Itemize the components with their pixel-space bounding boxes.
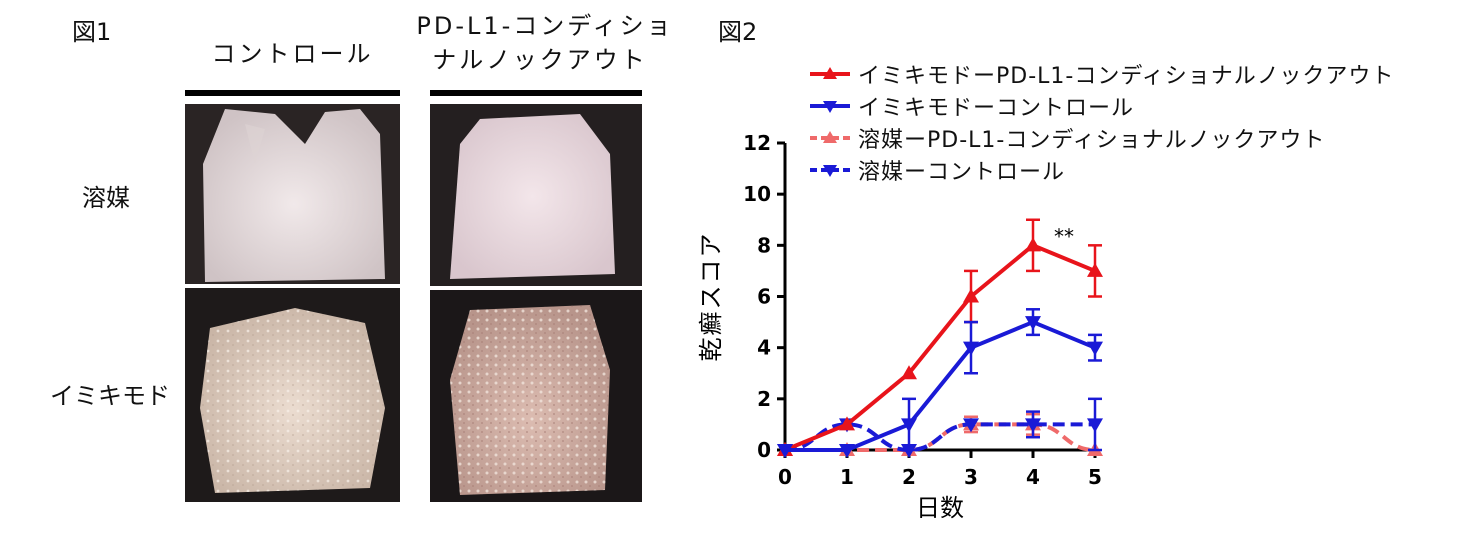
data-point-marker bbox=[1025, 237, 1041, 252]
figure1-label: 図1 bbox=[72, 18, 112, 46]
y-tick-label: 0 bbox=[757, 438, 771, 462]
figure2-label: 図2 bbox=[718, 18, 758, 46]
row-header-vehicle: 溶媒 bbox=[82, 184, 130, 212]
data-point-marker bbox=[1087, 418, 1103, 433]
legend-item-imiquimod-ko: イミキモドーPD-L1-コンディショナルノックアウト bbox=[808, 60, 1395, 89]
y-tick-label: 2 bbox=[757, 387, 771, 411]
legend-label: 溶媒ーPD-L1-コンディショナルノックアウト bbox=[858, 128, 1326, 153]
y-tick-label: 4 bbox=[757, 336, 771, 360]
y-tick-label: 10 bbox=[743, 182, 771, 206]
x-tick-label: 5 bbox=[1088, 465, 1102, 489]
photo-ko-imiquimod bbox=[430, 290, 642, 502]
data-point-marker bbox=[901, 418, 917, 433]
series-line bbox=[785, 320, 1096, 452]
x-tick-label: 1 bbox=[840, 465, 854, 489]
data-point-marker bbox=[901, 365, 917, 380]
legend-item-imiquimod-control: イミキモドーコントロール bbox=[808, 92, 1135, 121]
x-tick-label: 2 bbox=[902, 465, 916, 489]
legend-marker-blue-solid-triangle-down bbox=[810, 101, 850, 113]
legend-marker-blue-dashed-triangle-down bbox=[810, 165, 850, 177]
data-point-marker bbox=[839, 444, 855, 458]
significance-annotation: ** bbox=[1054, 224, 1074, 248]
x-axis-label: 日数 bbox=[916, 494, 964, 522]
legend-item-vehicle-ko: 溶媒ーPD-L1-コンディショナルノックアウト bbox=[808, 124, 1326, 153]
x-tick-label: 3 bbox=[964, 465, 978, 489]
data-point-marker bbox=[963, 341, 979, 356]
y-tick-label: 8 bbox=[757, 233, 771, 257]
legend-label: イミキモドーPD-L1-コンディショナルノックアウト bbox=[858, 64, 1395, 89]
data-point-marker bbox=[839, 416, 855, 431]
x-tick-label: 4 bbox=[1026, 465, 1040, 489]
legend-marker-lightred-dashed-triangle-up bbox=[810, 131, 850, 143]
column-underline-ko bbox=[430, 90, 642, 96]
legend-item-vehicle-control: 溶媒ーコントロール bbox=[808, 156, 1066, 185]
column-header-ko-line1: PD-L1-コンディショ bbox=[416, 12, 674, 40]
data-point-marker bbox=[1025, 418, 1041, 433]
y-axis-label: 乾癬スコア bbox=[697, 232, 725, 362]
row-header-imiquimod: イミキモド bbox=[50, 382, 170, 410]
column-underline-control bbox=[185, 90, 400, 96]
data-point-marker bbox=[777, 444, 793, 458]
x-tick-label: 0 bbox=[778, 465, 792, 489]
data-point-marker bbox=[1087, 341, 1103, 356]
data-point-marker bbox=[963, 418, 979, 433]
legend-marker-red-solid-triangle-up bbox=[810, 67, 850, 79]
y-tick-label: 12 bbox=[743, 131, 771, 155]
y-tick-label: 6 bbox=[757, 285, 771, 309]
series-line bbox=[784, 422, 1095, 452]
data-point-marker bbox=[1025, 316, 1041, 331]
legend-label: イミキモドーコントロール bbox=[858, 96, 1135, 121]
photo-ko-vehicle bbox=[430, 104, 642, 286]
column-header-ko-line2: ナルノックアウト bbox=[432, 46, 648, 74]
column-header-control: コントロール bbox=[211, 40, 374, 68]
photo-control-vehicle bbox=[185, 104, 400, 284]
photo-control-imiquimod bbox=[185, 288, 400, 502]
data-point-marker bbox=[1087, 262, 1103, 277]
legend-label: 溶媒ーコントロール bbox=[858, 160, 1066, 185]
data-point-marker bbox=[963, 288, 979, 303]
series-line bbox=[784, 243, 1096, 452]
